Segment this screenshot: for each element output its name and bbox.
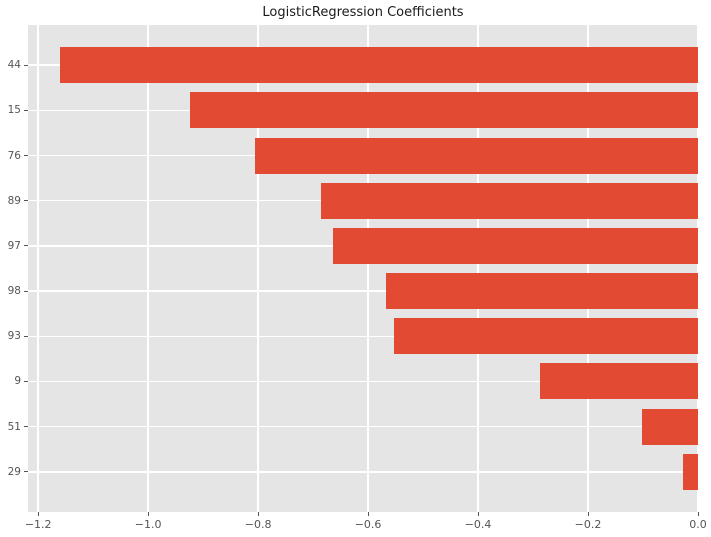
- x-tick-label: 0.0: [689, 518, 707, 531]
- gridline-vertical: [697, 25, 698, 512]
- x-tick-label: −0.4: [464, 518, 492, 531]
- x-tick-label: −0.6: [354, 518, 382, 531]
- x-tick-mark: [147, 512, 149, 516]
- x-tick-mark: [367, 512, 369, 516]
- x-tick-mark: [697, 512, 699, 516]
- y-tick-label: 9: [14, 375, 21, 388]
- y-tick-label: 93: [7, 330, 21, 343]
- gridline-vertical: [147, 25, 149, 512]
- y-tick-label: 89: [7, 194, 21, 207]
- y-tick-mark: [24, 471, 28, 473]
- gridline-horizontal: [28, 290, 698, 292]
- x-tick-label: −1.2: [24, 518, 52, 531]
- y-tick-mark: [24, 426, 28, 428]
- gridline-vertical: [257, 25, 259, 512]
- y-tick-label: 76: [7, 149, 21, 162]
- y-tick-mark: [24, 245, 28, 247]
- y-tick-label: 97: [7, 239, 21, 252]
- y-tick-label: 44: [7, 59, 21, 72]
- bar-29: [682, 453, 698, 490]
- bar-9: [539, 363, 698, 400]
- bar-15: [190, 92, 698, 129]
- gridline-horizontal: [28, 425, 698, 428]
- gridline-vertical: [37, 25, 39, 512]
- gridline-vertical: [587, 25, 589, 512]
- x-tick-label: −0.8: [244, 518, 272, 531]
- y-tick-mark: [24, 200, 28, 202]
- y-tick-mark: [24, 64, 28, 66]
- gridline-horizontal: [28, 335, 698, 337]
- bar-89: [320, 182, 698, 219]
- y-tick-label: 51: [7, 420, 21, 433]
- bar-93: [393, 318, 698, 355]
- plot-area: [28, 25, 698, 512]
- x-tick-mark: [37, 512, 39, 516]
- gridline-vertical: [367, 25, 369, 512]
- gridline-horizontal: [28, 380, 698, 383]
- bar-51: [642, 408, 698, 445]
- y-tick-mark: [24, 155, 28, 157]
- y-tick-mark: [24, 290, 28, 292]
- x-tick-label: −0.2: [574, 518, 602, 531]
- x-tick-mark: [587, 512, 589, 516]
- y-tick-mark: [24, 335, 28, 337]
- bar-98: [385, 273, 698, 310]
- bar-76: [254, 137, 698, 174]
- gridline-horizontal: [28, 471, 698, 473]
- x-tick-mark: [257, 512, 259, 516]
- x-tick-label: −1.0: [134, 518, 162, 531]
- bar-97: [333, 227, 698, 264]
- y-tick-mark: [24, 109, 28, 111]
- x-tick-mark: [477, 512, 479, 516]
- chart-title: LogisticRegression Coefficients: [262, 5, 464, 20]
- y-tick-label: 29: [7, 465, 21, 478]
- gridline-vertical: [477, 25, 479, 512]
- y-tick-label: 15: [7, 104, 21, 117]
- y-tick-label: 98: [7, 285, 21, 298]
- bar-44: [59, 47, 698, 84]
- y-tick-mark: [24, 380, 28, 382]
